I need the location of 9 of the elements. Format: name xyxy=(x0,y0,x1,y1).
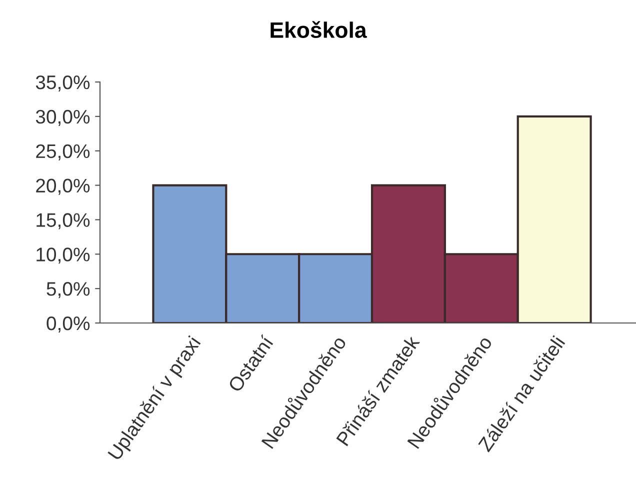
chart-title: Ekoškola xyxy=(270,21,367,38)
y-tick-label: 35,0% xyxy=(36,75,90,92)
y-tick-label: 30,0% xyxy=(36,110,90,126)
y-tick-label: 15,0% xyxy=(36,213,90,230)
y-tick-label: 5,0% xyxy=(46,282,90,298)
y-tick-label: 0,0% xyxy=(46,316,90,333)
y-tick-label: 25,0% xyxy=(36,144,90,160)
y-tick-label: 10,0% xyxy=(36,248,90,264)
y-tick-label: 20,0% xyxy=(36,178,90,195)
